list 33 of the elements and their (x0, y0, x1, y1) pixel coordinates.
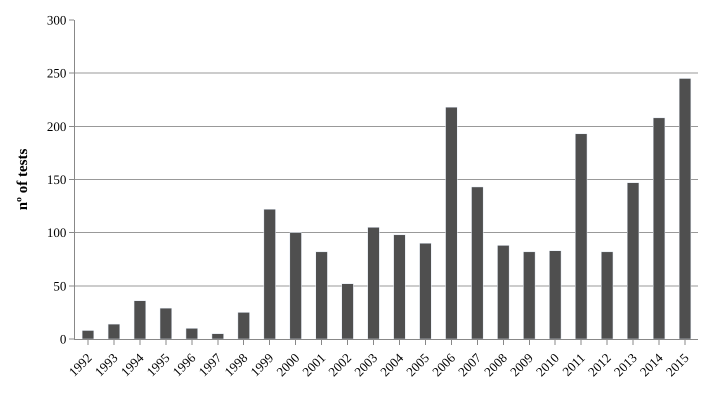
y-tick-label: 300 (46, 12, 66, 28)
bar (575, 134, 588, 339)
bar (238, 312, 250, 339)
bar (316, 252, 328, 339)
bar (82, 330, 94, 339)
y-tick-label: 150 (46, 172, 66, 188)
bar (160, 308, 172, 339)
bar (601, 252, 614, 339)
bar (367, 227, 380, 339)
bar (523, 252, 536, 339)
bar (186, 328, 198, 339)
bar (652, 118, 666, 339)
x-tick-label: 2011 (559, 350, 588, 379)
y-tick-label: 100 (46, 225, 66, 240)
bar (471, 186, 484, 339)
bar (678, 78, 692, 339)
bar (627, 182, 640, 339)
bar (393, 234, 406, 339)
y-tick-label: 200 (46, 118, 66, 134)
y-axis-title: nº of tests (15, 148, 32, 210)
bar (212, 333, 224, 339)
bar (445, 106, 458, 339)
bar (549, 250, 562, 339)
bar (134, 300, 146, 339)
y-tick-label: 0 (60, 332, 66, 347)
bar (419, 243, 432, 339)
y-tick-label: 250 (46, 66, 66, 81)
bar (341, 283, 354, 339)
bar (264, 209, 276, 339)
bar (108, 324, 120, 339)
bar (290, 232, 302, 339)
y-tick-label: 50 (53, 278, 66, 294)
bar (497, 245, 510, 339)
